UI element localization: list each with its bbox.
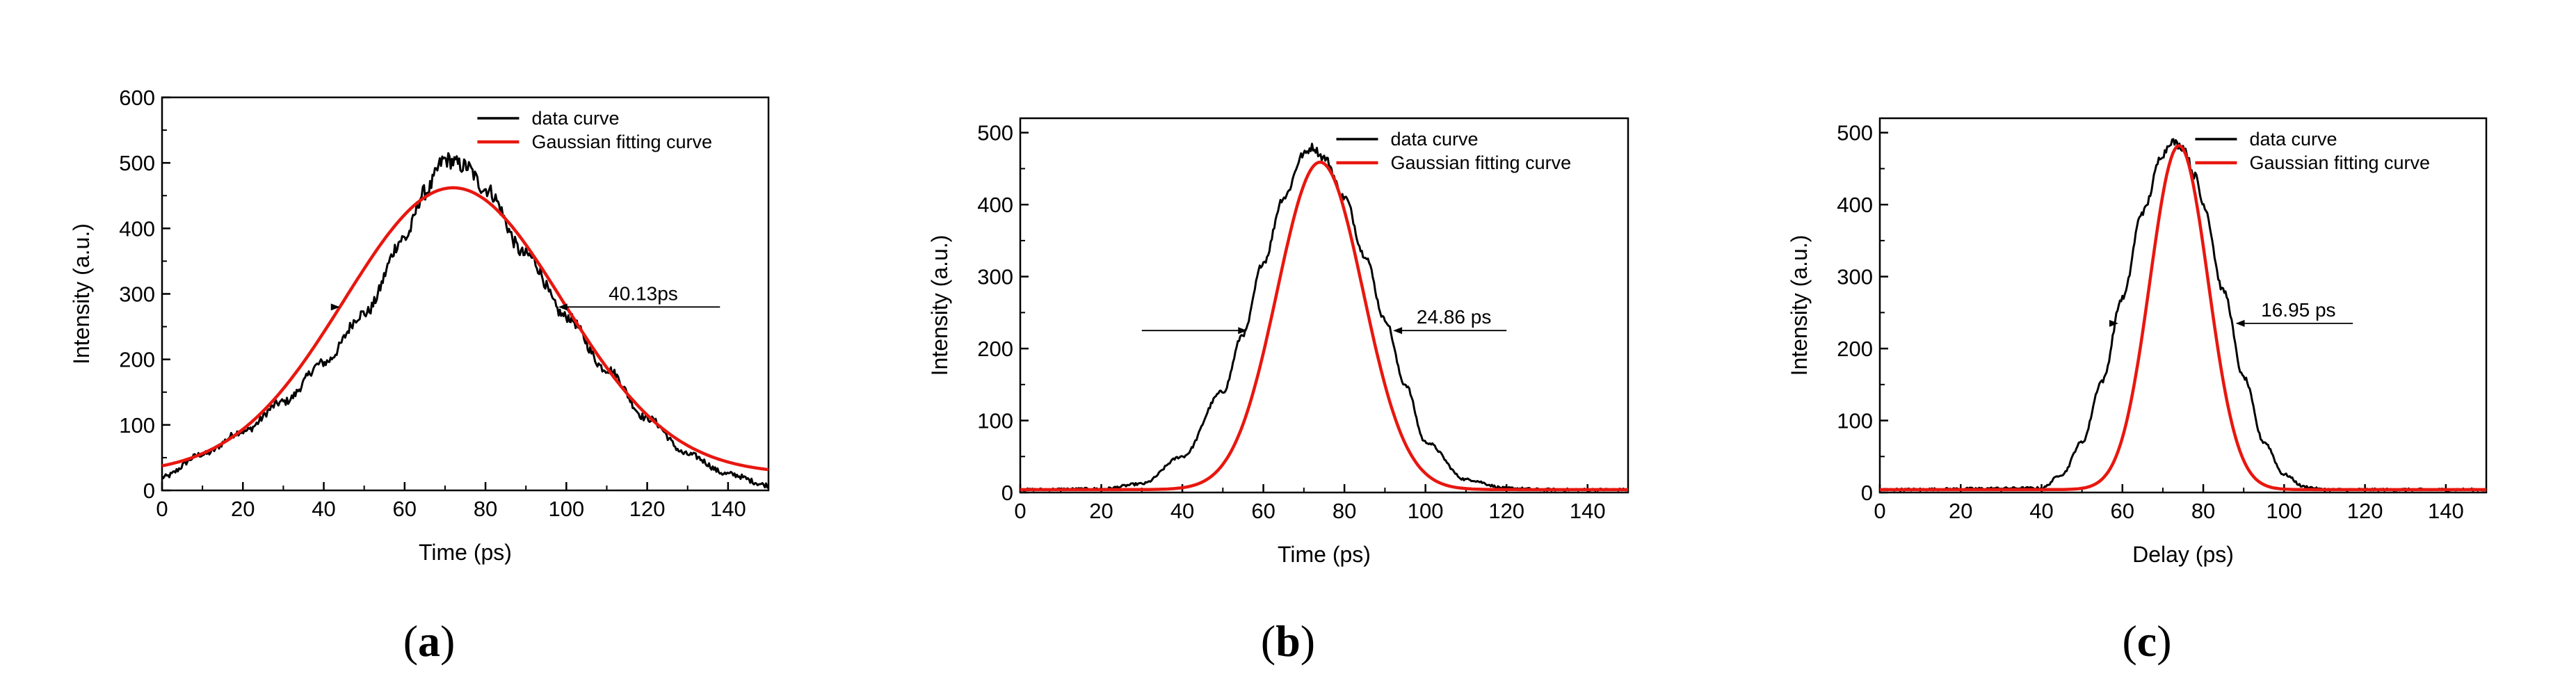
y-axis-title: Intensity (a.u.) — [1787, 235, 1812, 376]
x-axis-title: Delay (ps) — [2132, 542, 2234, 567]
fwhm-label: 24.86 ps — [1417, 306, 1491, 328]
y-tick-label: 100 — [1837, 409, 1873, 433]
y-tick-label: 100 — [977, 409, 1013, 433]
chart-svg-b: 0 20 40 60 80 100 120 140 0 100 200 300 400 500 Time (… — [927, 117, 1629, 567]
x-tick-label: 40 — [2029, 499, 2053, 523]
gaussian-fit-line — [1880, 144, 2486, 492]
x-tick-label: 80 — [1333, 499, 1356, 523]
x-tick-label: 20 — [1089, 499, 1113, 523]
x-tick-label: 40 — [1170, 499, 1194, 523]
panel-caption-c: (c) — [2122, 616, 2172, 666]
y-tick-label: 100 — [119, 413, 155, 438]
chart-panel-c: 0 20 40 60 80 100 120 140 0 100 200 300 400 500 Delay … — [1718, 0, 2576, 697]
gaussian-fit-line — [161, 186, 769, 472]
y-tick-label: 0 — [1861, 481, 1873, 505]
legend-label-data-curve: data curve — [531, 108, 619, 129]
y-axis-title: Intensity (a.u.) — [927, 235, 952, 376]
x-tick-label: 80 — [474, 497, 497, 521]
legend-label-gaussian: Gaussian fitting curve — [2249, 152, 2430, 173]
panel-caption-b: (b) — [1260, 616, 1316, 666]
y-tick-label: 0 — [143, 479, 155, 503]
y-tick-label: 300 — [977, 265, 1013, 289]
x-tick-label: 0 — [1014, 499, 1026, 523]
plot-frame — [1878, 117, 2488, 494]
y-tick-label: 400 — [119, 216, 155, 241]
fwhm-left-arrow-head — [2109, 319, 2118, 327]
gaussian-fit-line — [1020, 160, 1628, 492]
x-tick-label: 60 — [1251, 499, 1275, 523]
x-tick-label: 80 — [2191, 499, 2215, 523]
fwhm-right-arrow-head — [558, 303, 567, 311]
y-tick-label: 0 — [1001, 481, 1013, 505]
plot-frame — [1019, 117, 1629, 494]
legend-label-gaussian: Gaussian fitting curve — [531, 131, 712, 152]
fwhm-right-arrow-head — [2235, 319, 2245, 327]
fwhm-label: 16.95 ps — [2261, 299, 2335, 321]
y-tick-label: 300 — [1837, 265, 1873, 289]
y-tick-label: 600 — [119, 86, 155, 110]
chart-svg-a: 0 20 40 60 80 100 120 140 0 100 200 300 400 500 600 Tim… — [69, 86, 770, 565]
chart-panel-b: 0 20 40 60 80 100 120 140 0 100 200 300 400 500 Time (… — [859, 0, 1717, 697]
x-axis-title: Time (ps) — [419, 540, 512, 565]
fwhm-left-arrow-head — [1238, 327, 1248, 335]
y-tick-label: 500 — [1837, 121, 1873, 145]
chart-svg-c: 0 20 40 60 80 100 120 140 0 100 200 300 400 500 Delay … — [1787, 117, 2488, 567]
y-tick-label: 200 — [977, 337, 1013, 361]
y-tick-label: 500 — [119, 151, 155, 175]
x-tick-label: 20 — [1949, 499, 1972, 523]
legend-label-data-curve: data curve — [1390, 129, 1478, 150]
y-tick-label: 200 — [1837, 337, 1873, 361]
data-curve-line — [1879, 138, 2488, 492]
x-tick-label: 100 — [1408, 499, 1444, 523]
y-tick-label: 300 — [119, 282, 155, 307]
y-tick-label: 400 — [977, 193, 1013, 217]
fwhm-right-arrow-head — [1393, 327, 1403, 335]
x-tick-label: 140 — [710, 497, 746, 521]
y-axis-title: Intensity (a.u.) — [69, 223, 94, 364]
x-axis-title: Time (ps) — [1278, 542, 1371, 567]
x-tick-label: 100 — [2266, 499, 2302, 523]
x-tick-label: 140 — [1570, 499, 1606, 523]
x-tick-label: 0 — [156, 497, 168, 521]
x-tick-label: 120 — [1488, 499, 1524, 523]
legend-label-data-curve: data curve — [2249, 129, 2337, 150]
y-tick-label: 400 — [1837, 193, 1873, 217]
x-tick-label: 100 — [548, 497, 584, 521]
x-tick-label: 60 — [393, 497, 417, 521]
fwhm-left-arrow-head — [330, 303, 340, 311]
x-tick-label: 140 — [2428, 499, 2464, 523]
fwhm-label: 40.13ps — [609, 282, 678, 304]
y-tick-label: 500 — [977, 121, 1013, 145]
data-curve-line — [1020, 143, 1629, 492]
panel-caption-a: (a) — [403, 616, 456, 666]
x-tick-label: 40 — [312, 497, 335, 521]
data-curve-line — [161, 152, 770, 489]
x-tick-label: 20 — [231, 497, 255, 521]
legend-label-gaussian: Gaussian fitting curve — [1390, 152, 1571, 173]
chart-panel-a: 0 20 40 60 80 100 120 140 0 100 200 300 400 500 600 Tim… — [0, 0, 858, 697]
x-tick-label: 60 — [2111, 499, 2134, 523]
y-tick-label: 200 — [119, 348, 155, 372]
x-tick-label: 0 — [1874, 499, 1885, 523]
x-tick-label: 120 — [629, 497, 666, 521]
x-tick-label: 120 — [2347, 499, 2383, 523]
